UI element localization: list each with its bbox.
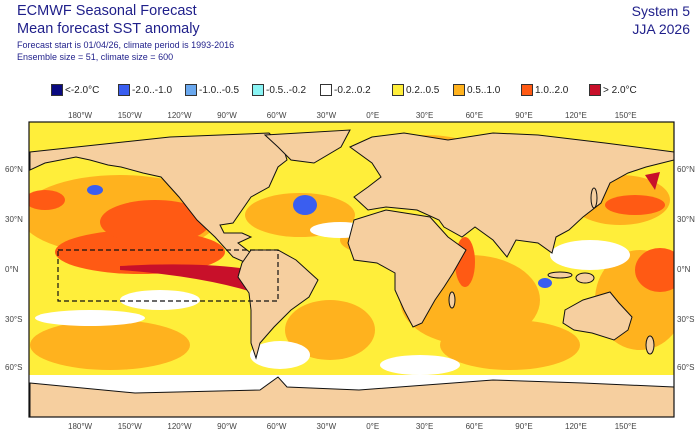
legend-label: 0.2..0.5: [406, 84, 440, 96]
lat-label-left: 30°N: [5, 215, 23, 224]
legend-swatch: [521, 84, 533, 96]
africa: [347, 209, 467, 328]
title: ECMWF Seasonal Forecast: [17, 3, 197, 19]
forecast-info: Forecast start is 01/04/26, climate peri…: [17, 40, 235, 50]
lon-label-bottom: 90°W: [217, 422, 237, 431]
legend-swatch: [185, 84, 197, 96]
lon-label-bottom: 30°W: [316, 422, 337, 431]
lon-label-top: 150°W: [117, 111, 142, 120]
lon-label-bottom: 120°E: [565, 422, 587, 431]
australia: [562, 291, 633, 341]
lat-label-right: 60°N: [677, 165, 695, 174]
lon-label-bottom: 60°W: [266, 422, 287, 431]
legend-item: 0.2..0.5: [392, 84, 439, 96]
legend-item: 0.5..1.0: [453, 84, 500, 96]
legend-swatch: [51, 84, 63, 96]
legend-item: -2.0..-1.0: [118, 84, 172, 96]
lon-label-bottom: 30°E: [415, 422, 434, 431]
nino-region-box: [57, 249, 279, 302]
lat-label-right: 60°S: [677, 363, 695, 372]
lat-label-left: 60°S: [5, 363, 23, 372]
lat-label-right: 0°N: [677, 265, 691, 274]
legend-label: -0.5..-0.2: [266, 84, 307, 96]
lat-label-left: 0°N: [5, 265, 19, 274]
legend-swatch: [320, 84, 332, 96]
lon-label-top: 120°W: [167, 111, 192, 120]
lon-label-top: 0°E: [366, 111, 380, 120]
legend-swatch: [118, 84, 130, 96]
legend-label: 0.5..1.0: [467, 84, 501, 96]
legend-item: <-2.0°C: [51, 84, 99, 96]
legend-item: -0.5..-0.2: [252, 84, 306, 96]
lon-label-bottom: 150°E: [614, 422, 637, 431]
system-label: System 5: [631, 3, 690, 19]
lon-label-bottom: 180°W: [68, 422, 93, 431]
antarctica: [29, 376, 674, 417]
legend-label: -2.0..-1.0: [132, 84, 173, 96]
lon-label-top: 30°W: [316, 111, 337, 120]
lon-label-bottom: 120°W: [167, 422, 192, 431]
legend-item: -1.0..-0.5: [185, 84, 239, 96]
legend-label: -0.2..0.2: [334, 84, 371, 96]
legend-swatch: [252, 84, 264, 96]
lon-label-top: 120°E: [565, 111, 587, 120]
lon-label-top: 90°E: [515, 111, 533, 120]
legend-swatch: [453, 84, 465, 96]
legend-item: 1.0..2.0: [521, 84, 568, 96]
map-frame: [28, 121, 675, 418]
legend-label: -1.0..-0.5: [199, 84, 240, 96]
lat-label-right: 30°N: [677, 215, 695, 224]
south-america: [237, 249, 319, 360]
lon-label-bottom: 90°E: [515, 422, 533, 431]
lat-label-left: 60°N: [5, 165, 23, 174]
lon-label-bottom: 150°W: [117, 422, 142, 431]
lon-label-top: 60°E: [465, 111, 484, 120]
legend-swatch: [392, 84, 404, 96]
lat-label-right: 30°S: [677, 315, 695, 324]
lon-label-top: 150°E: [614, 111, 637, 120]
legend-item: -0.2..0.2: [320, 84, 371, 96]
lon-label-bottom: 0°E: [366, 422, 380, 431]
lon-label-bottom: 60°E: [465, 422, 484, 431]
legend-swatch: [589, 84, 601, 96]
subtitle: Mean forecast SST anomaly: [17, 21, 200, 37]
legend-label: > 2.0°C: [603, 84, 637, 96]
legend-label: 1.0..2.0: [535, 84, 569, 96]
legend-item: > 2.0°C: [589, 84, 637, 96]
lat-label-left: 30°S: [5, 315, 23, 324]
land: [29, 129, 674, 417]
greenland: [263, 129, 351, 164]
legend-label: <-2.0°C: [65, 84, 100, 96]
lon-label-top: 30°E: [415, 111, 434, 120]
lon-label-top: 180°W: [68, 111, 93, 120]
lon-label-top: 60°W: [266, 111, 287, 120]
season-label: JJA 2026: [632, 21, 690, 37]
lon-label-top: 90°W: [217, 111, 237, 120]
ensemble-info: Ensemble size = 51, climate size = 600: [17, 52, 174, 62]
eurasia: [349, 132, 674, 258]
